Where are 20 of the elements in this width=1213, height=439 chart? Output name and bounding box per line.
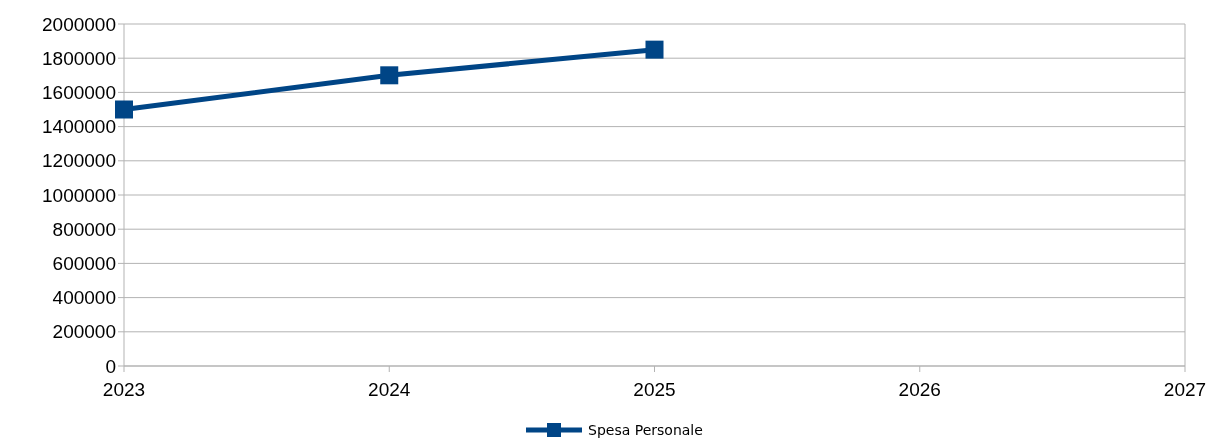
- y-tick-label: 1800000: [42, 47, 116, 69]
- y-tick-label: 200000: [52, 321, 116, 343]
- x-tick-label: 2025: [633, 379, 676, 400]
- point: [380, 66, 399, 85]
- y-tick-label: 0: [105, 355, 116, 377]
- x-tick-label: 2024: [368, 379, 411, 400]
- y-tick-label: 800000: [52, 218, 116, 240]
- y-tick-label: 2000000: [42, 13, 116, 35]
- y-tick-label: 1000000: [42, 184, 116, 206]
- y-tick-label: 600000: [52, 253, 116, 275]
- x-tick-label: 2026: [898, 379, 941, 400]
- point: [115, 100, 133, 119]
- y-tick-label: 400000: [52, 287, 116, 309]
- y-tick-label: 1200000: [42, 150, 116, 172]
- x-tick-label: 2023: [102, 379, 146, 400]
- legend-label: Spesa Personale: [588, 421, 703, 438]
- point: [645, 40, 664, 59]
- x-tick-label: 2027: [1163, 379, 1207, 400]
- y-tick-label: 1400000: [42, 116, 116, 138]
- y-tick-label: 1600000: [42, 82, 116, 104]
